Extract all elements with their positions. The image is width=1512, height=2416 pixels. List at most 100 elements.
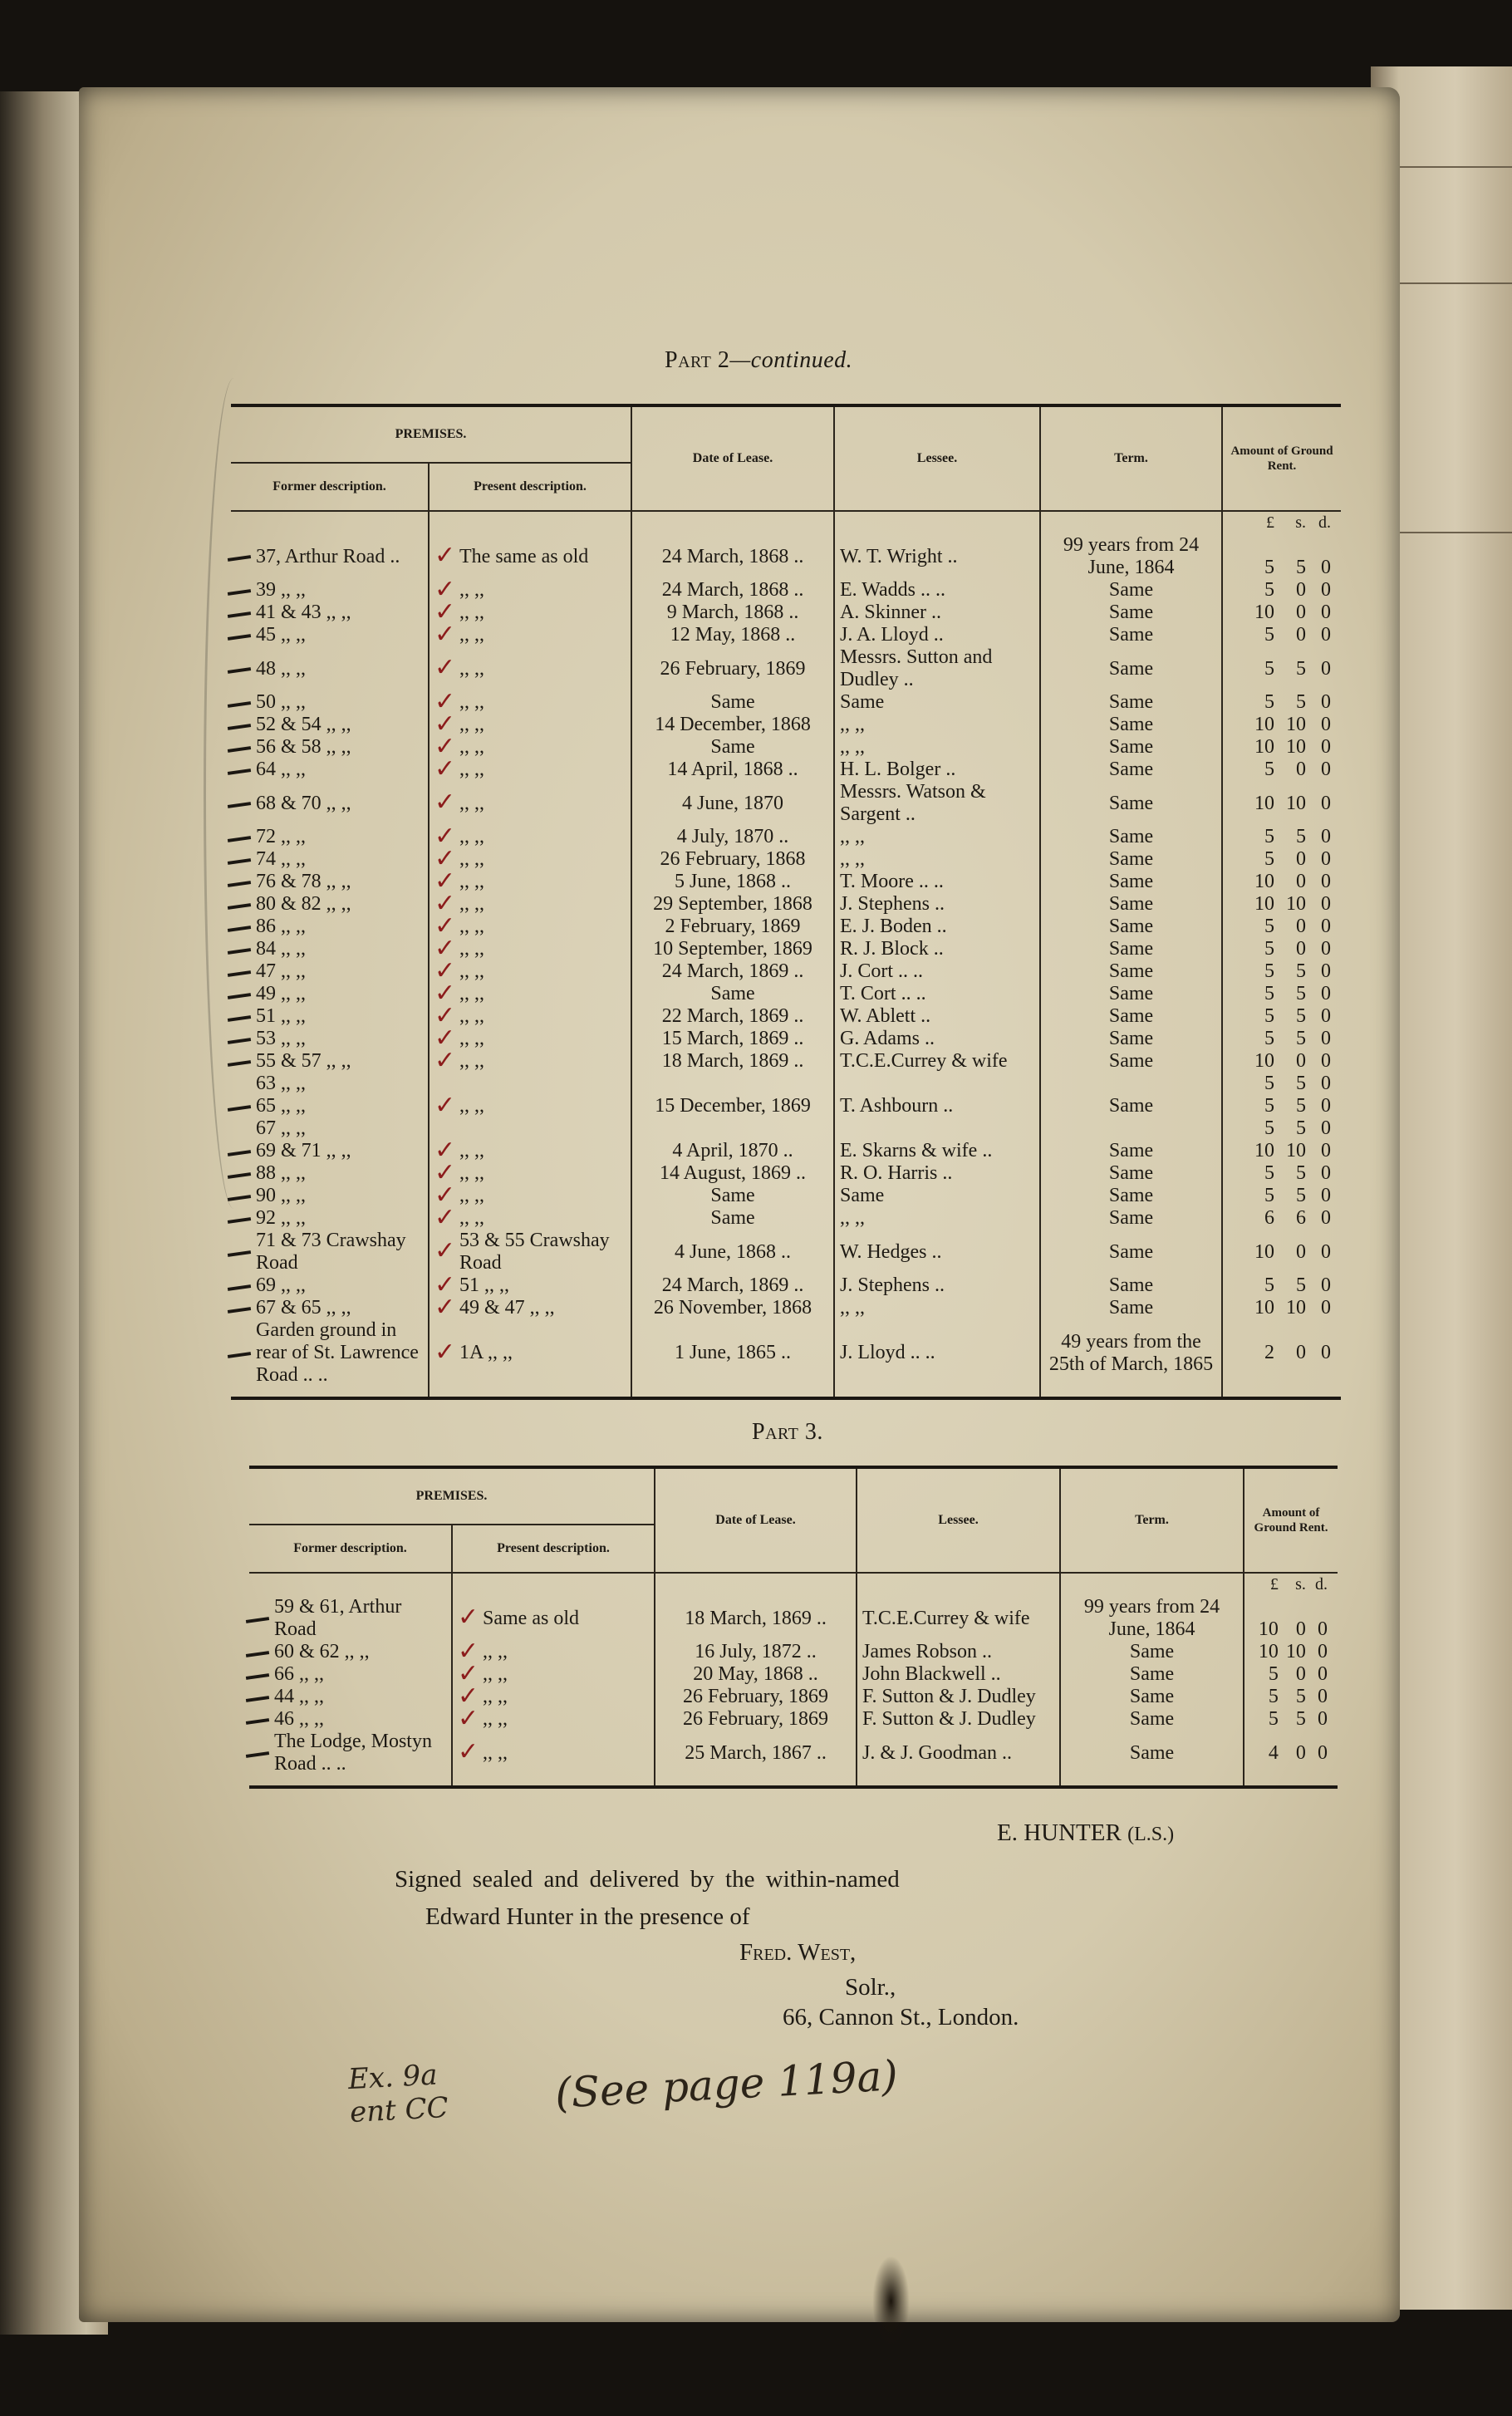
former-description-cell: Garden ground in rear of St. Lawrence Ro… <box>227 1319 429 1387</box>
present-description-cell-text: ,, ,, <box>459 826 484 847</box>
term-cell: Same <box>1039 1185 1223 1207</box>
date-of-lease-cell: 4 June, 1868 .. <box>631 1230 835 1274</box>
table-row: 48 ,, ,, ✓,, ,, 26 February, 1869 Messrs. S… <box>227 646 1341 691</box>
red-checkmark-icon: ✓ <box>434 597 456 626</box>
pounds-value: 5 <box>1264 1162 1274 1184</box>
table-row: 69 & 71 ,, ,, ✓,, ,, 4 April, 1870 .. E. Sk… <box>227 1137 1341 1162</box>
term-cell: Same <box>1039 691 1223 714</box>
pence-value: 0 <box>1321 826 1331 847</box>
table-row: 56 & 58 ,, ,, ✓,, ,, Same,, ,, Same 10 10 0 <box>227 734 1341 759</box>
red-checkmark-icon: ✓ <box>434 1270 456 1299</box>
pounds-value: 10 <box>1254 736 1274 758</box>
margin-tick-mark-icon <box>245 1617 270 1623</box>
pounds-value: 5 <box>1264 1028 1274 1049</box>
lessee-cell-text: Messrs. Sutton and Dudley .. <box>840 646 993 690</box>
lessee-cell: E. Wadds .. .. <box>833 579 1041 602</box>
former-description-cell-text: 51 ,, ,, <box>256 1005 306 1027</box>
date-of-lease-cell: 9 March, 1868 .. <box>631 602 835 624</box>
date-of-lease-cell: 29 September, 1868 <box>631 893 835 916</box>
margin-tick-mark-icon <box>227 1037 252 1044</box>
former-description-cell: 74 ,, ,, <box>227 848 429 871</box>
term-cell: Same <box>1039 714 1223 736</box>
present-description-cell: ✓,, ,, <box>427 1137 632 1162</box>
red-checkmark-icon: ✓ <box>458 1603 479 1632</box>
pence-value: 0 <box>1321 1162 1331 1184</box>
former-description-cell-text: 63 ,, ,, 65 ,, ,, 67 ,, ,, <box>256 1073 306 1139</box>
lessee-cell-text: E. Wadds .. .. <box>840 579 945 601</box>
present-description-cell-text: ,, ,, <box>459 1185 484 1206</box>
term-cell-text: Same <box>1108 893 1154 915</box>
ground-rent-cell: 10 0 0 <box>1221 1050 1341 1073</box>
lessee-cell: ,, ,, <box>833 1297 1041 1319</box>
former-description-cell: 80 & 82 ,, ,, <box>227 893 429 916</box>
present-description-cell-text: ,, ,, <box>459 938 484 960</box>
date-of-lease-cell: 24 March, 1869 .. <box>631 1274 835 1297</box>
date-of-lease-cell-text: 24 March, 1869 .. <box>661 960 804 982</box>
present-description-cell: ✓,, ,, <box>427 980 632 1005</box>
present-description-cell-text: ,, ,, <box>459 1005 484 1027</box>
term-cell: Same <box>1039 1230 1223 1274</box>
term-cell: Same <box>1039 624 1223 646</box>
pounds-value: 5 <box>1264 938 1274 960</box>
present-description-cell-text: ,, ,, <box>459 960 484 982</box>
red-checkmark-icon: ✓ <box>458 1659 479 1687</box>
pence-value: 0 <box>1321 1240 1331 1263</box>
lessee-cell-text: J. Stephens .. <box>840 1274 945 1296</box>
ground-rent-cell: 10 0 0 <box>1221 871 1341 893</box>
term-cell: Same <box>1039 1274 1223 1297</box>
ground-rent-cell: 10 0 0 <box>1221 1230 1341 1274</box>
present-description-cell-text: The same as old <box>459 545 589 567</box>
pence-value: 0 <box>1321 871 1331 892</box>
former-description-cell: 47 ,, ,, <box>227 960 429 983</box>
witness-title: Solr., <box>845 1974 896 2001</box>
date-of-lease-cell: 16 July, 1872 .. <box>654 1641 857 1663</box>
red-checkmark-icon: ✓ <box>434 867 456 895</box>
present-description-cell-text: ,, ,, <box>483 1741 508 1764</box>
pounds-value: 5 <box>1264 1185 1274 1206</box>
lessee-cell-text: W. Ablett .. <box>840 1005 931 1027</box>
margin-tick-mark-icon <box>227 902 252 910</box>
present-description-cell-text: ,, ,, <box>459 1028 484 1049</box>
pounds-unit: £ <box>1266 513 1274 532</box>
red-checkmark-icon: ✓ <box>434 1001 456 1029</box>
attestation-line-1: Signed sealed and delivered by the withi… <box>395 1866 900 1893</box>
margin-tick-mark-icon <box>227 970 252 977</box>
pence-value: 0 <box>1321 792 1331 814</box>
date-of-lease-cell-text: 18 March, 1869 .. <box>661 1050 804 1072</box>
pence-value: 0 <box>1318 1708 1328 1730</box>
table-row: The Lodge, Mostyn Road .. .. ✓,, ,, 25 Mar… <box>245 1731 1338 1775</box>
present-description-cell-text: ,, ,, <box>483 1708 508 1730</box>
table-bottom-padding <box>249 1775 1338 1785</box>
term-cell: Same <box>1039 1028 1223 1050</box>
margin-tick-mark-icon <box>227 802 252 808</box>
table-row: 69 ,, ,, ✓ 51 ,, ,, 24 March, 1869 .. J. Ste… <box>227 1270 1341 1299</box>
red-checkmark-icon: ✓ <box>458 1637 479 1665</box>
date-of-lease-cell-text: 15 March, 1869 .. <box>661 1028 804 1049</box>
term-cell-text: Same <box>1108 736 1154 758</box>
former-description-cell-text: 66 ,, ,, <box>274 1663 324 1685</box>
red-checkmark-icon: ✓ <box>434 575 456 603</box>
shillings-value: 0 <box>1296 624 1306 646</box>
present-description-cell-text: ,, ,, <box>459 916 484 937</box>
lessee-cell: T. Cort .. .. <box>833 983 1041 1005</box>
former-description-cell-text: 44 ,, ,, <box>274 1686 324 1707</box>
former-description-cell-text: 39 ,, ,, <box>256 579 306 601</box>
former-description-cell: 55 & 57 ,, ,, <box>227 1050 429 1073</box>
term-cell: Same <box>1039 781 1223 826</box>
margin-tick-mark-icon <box>245 1717 270 1725</box>
date-of-lease-cell: 15 December, 1869 <box>631 1073 835 1140</box>
former-description-cell: 92 ,, ,, <box>227 1207 429 1230</box>
shillings-value: 0 <box>1296 1342 1306 1363</box>
shillings-value: 0 <box>1296 938 1306 960</box>
former-description-header: Former description. <box>231 463 429 512</box>
present-description-cell: ✓,, ,, <box>450 1706 655 1731</box>
pence-value: 0 <box>1321 657 1331 680</box>
lessee-cell-text: J. A. Lloyd .. <box>840 624 944 646</box>
former-description-cell-text: 50 ,, ,, <box>256 691 306 713</box>
lessee-cell-text: ,, ,, <box>840 1297 866 1318</box>
term-cell: Same <box>1039 938 1223 960</box>
margin-tick-mark-icon <box>227 880 252 887</box>
